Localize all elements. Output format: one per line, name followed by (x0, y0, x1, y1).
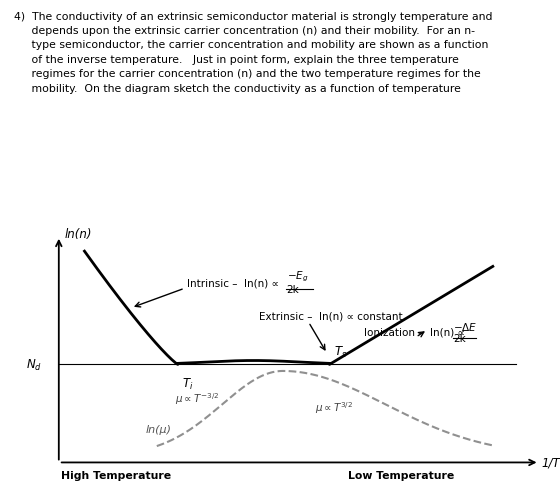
Text: $T_i$: $T_i$ (183, 377, 194, 392)
Text: Intrinsic –  ln(n) ∝: Intrinsic – ln(n) ∝ (187, 278, 279, 287)
Text: $N_d$: $N_d$ (26, 357, 43, 372)
Text: $-E_g$: $-E_g$ (287, 269, 308, 283)
Text: $\mu \propto T^{3/2}$: $\mu \propto T^{3/2}$ (315, 399, 353, 415)
Text: 1/T: 1/T (542, 456, 560, 469)
Text: $\mu \propto T^{-3/2}$: $\mu \propto T^{-3/2}$ (175, 390, 220, 406)
Text: $-ΔE$: $-ΔE$ (453, 320, 478, 332)
Text: 4)  The conductivity of an extrinsic semiconductor material is strongly temperat: 4) The conductivity of an extrinsic semi… (14, 12, 492, 93)
Text: 2k: 2k (453, 333, 466, 343)
Text: Ionization –  ln(n) ∝: Ionization – ln(n) ∝ (365, 326, 465, 336)
Text: ln(μ): ln(μ) (145, 424, 171, 434)
Text: ln(n): ln(n) (64, 228, 92, 241)
Text: Extrinsic –  ln(n) ∝ constant: Extrinsic – ln(n) ∝ constant (259, 311, 403, 321)
Text: High Temperature: High Temperature (61, 470, 171, 480)
Text: $T_s$: $T_s$ (334, 344, 347, 359)
Text: Low Temperature: Low Temperature (348, 470, 454, 480)
Text: 2k: 2k (287, 284, 299, 294)
